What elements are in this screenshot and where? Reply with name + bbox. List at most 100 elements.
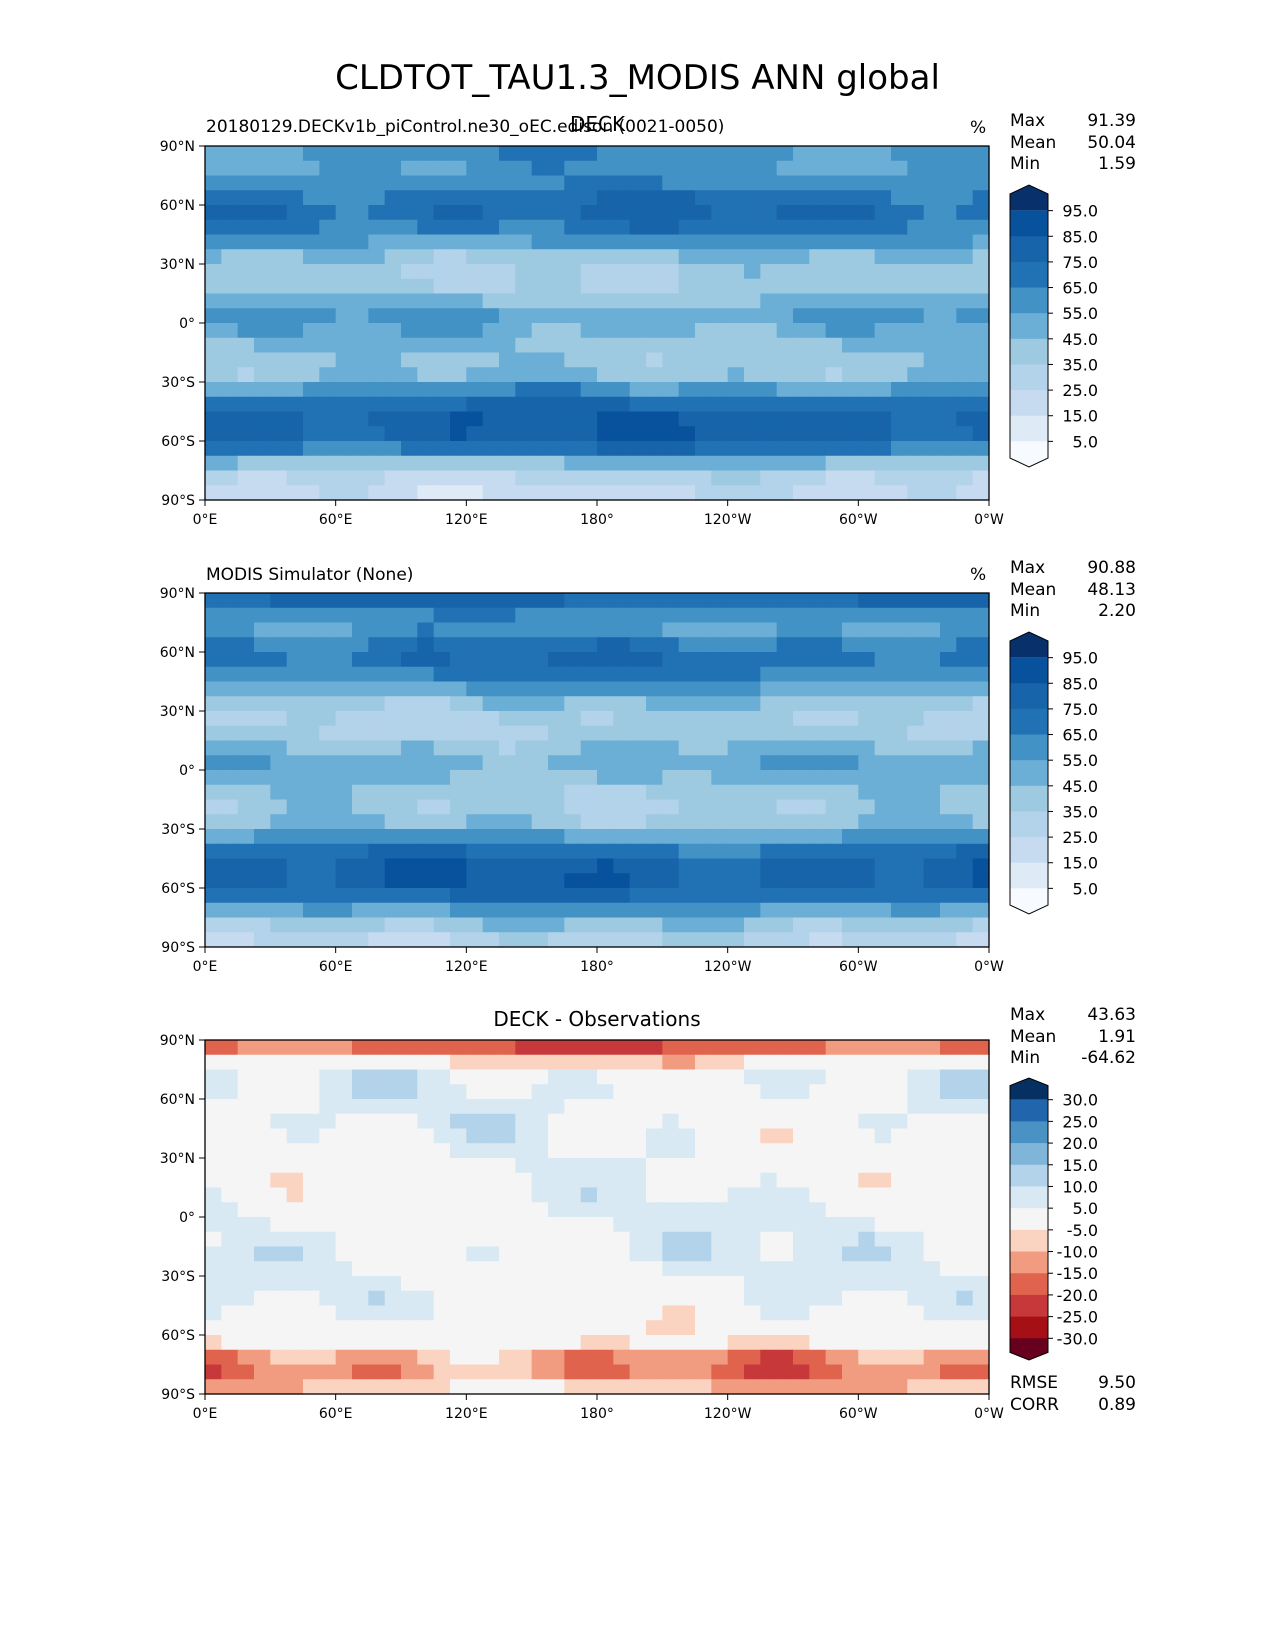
grid-cell bbox=[793, 858, 810, 874]
grid-cell bbox=[891, 622, 908, 638]
grid-cell bbox=[662, 1335, 680, 1351]
colorbar-segment bbox=[1010, 785, 1048, 812]
grid-cell bbox=[433, 411, 451, 427]
grid-cell bbox=[891, 770, 908, 786]
grid-cell bbox=[744, 249, 761, 265]
grid-cell bbox=[940, 755, 957, 771]
grid-cell bbox=[286, 485, 304, 501]
grid-cell bbox=[221, 1143, 239, 1159]
grid-cell bbox=[678, 367, 696, 383]
grid-cell bbox=[286, 1158, 304, 1174]
grid-cell bbox=[286, 1217, 304, 1233]
grid-cell bbox=[956, 264, 974, 280]
grid-cell bbox=[254, 637, 271, 653]
grid-cell bbox=[776, 1217, 794, 1233]
grid-cell bbox=[776, 1187, 794, 1203]
grid-cell bbox=[450, 607, 467, 624]
grid-cell bbox=[760, 1379, 778, 1395]
grid-cell bbox=[842, 755, 859, 771]
grid-cell bbox=[515, 175, 533, 191]
grid-cell bbox=[368, 1099, 386, 1115]
grid-cell bbox=[842, 843, 859, 860]
grid-cell bbox=[368, 814, 386, 830]
grid-cell bbox=[368, 1290, 386, 1307]
grid-cell bbox=[923, 799, 941, 815]
grid-cell bbox=[842, 1040, 859, 1056]
grid-cell bbox=[711, 146, 729, 162]
grid-cell bbox=[319, 607, 337, 624]
colorbar-segment bbox=[1010, 415, 1048, 442]
grid-cell bbox=[531, 607, 549, 624]
grid-cell bbox=[237, 1276, 255, 1292]
grid-cell bbox=[907, 146, 925, 162]
grid-cell bbox=[940, 902, 957, 919]
grid-cell bbox=[646, 902, 663, 919]
grid-cell bbox=[515, 784, 533, 801]
grid-cell bbox=[842, 249, 859, 265]
grid-cell bbox=[874, 1290, 892, 1307]
grid-cell bbox=[711, 770, 729, 786]
grid-cell bbox=[793, 219, 810, 236]
x-tick-label: 180° bbox=[580, 959, 614, 975]
grid-cell bbox=[695, 146, 712, 162]
grid-cell bbox=[205, 293, 222, 309]
grid-cell bbox=[384, 175, 402, 191]
grid-cell bbox=[858, 1246, 876, 1262]
grid-cell bbox=[613, 337, 631, 354]
grid-cell bbox=[597, 696, 614, 712]
grid-cell bbox=[907, 770, 925, 786]
grid-cell bbox=[580, 1202, 598, 1218]
grid-cell bbox=[237, 1231, 255, 1248]
grid-cell bbox=[352, 293, 369, 309]
grid-cell bbox=[678, 470, 696, 486]
grid-cell bbox=[548, 308, 565, 324]
grid-cell bbox=[842, 666, 859, 683]
grid-cell bbox=[499, 1099, 516, 1115]
grid-cell bbox=[384, 799, 402, 815]
grid-cell bbox=[809, 843, 827, 860]
grid-cell bbox=[776, 205, 794, 221]
grid-cell bbox=[384, 219, 402, 236]
grid-cell bbox=[613, 190, 631, 206]
grid-cell bbox=[319, 1054, 337, 1071]
grid-cell bbox=[646, 308, 663, 324]
grid-cell bbox=[417, 1305, 435, 1321]
grid-cell bbox=[760, 411, 778, 427]
grid-cell bbox=[923, 219, 941, 236]
grid-cell bbox=[417, 382, 435, 398]
grid-cell bbox=[352, 858, 369, 874]
grid-cell bbox=[662, 799, 680, 815]
grid-cell bbox=[335, 1335, 353, 1351]
grid-cell bbox=[956, 1320, 974, 1336]
x-tick-label: 180° bbox=[580, 1406, 614, 1422]
grid-cell bbox=[401, 1364, 418, 1380]
grid-cell bbox=[499, 264, 516, 280]
grid-cell bbox=[858, 829, 876, 845]
grid-cell bbox=[907, 1187, 925, 1203]
grid-cell bbox=[352, 1379, 369, 1395]
grid-cell bbox=[662, 1040, 680, 1056]
grid-cell bbox=[744, 902, 761, 919]
grid-cell bbox=[727, 1217, 745, 1233]
grid-cell bbox=[613, 1261, 631, 1277]
grid-cell bbox=[352, 323, 369, 339]
grid-cell bbox=[842, 1113, 859, 1130]
grid-cell bbox=[711, 249, 729, 265]
grid-cell bbox=[335, 1202, 353, 1218]
grid-cell bbox=[662, 1320, 680, 1336]
grid-cell bbox=[972, 455, 990, 472]
grid-cell bbox=[450, 1158, 467, 1174]
grid-cell bbox=[809, 455, 827, 472]
grid-cell bbox=[352, 382, 369, 398]
grid-cell bbox=[956, 426, 974, 442]
map-panel-3 bbox=[205, 1040, 990, 1395]
grid-cell bbox=[842, 696, 859, 712]
grid-cell bbox=[270, 740, 288, 756]
grid-cell bbox=[842, 308, 859, 324]
grid-cell bbox=[597, 160, 614, 177]
grid-cell bbox=[417, 1069, 435, 1085]
grid-cell bbox=[221, 175, 239, 191]
grid-cell bbox=[629, 829, 647, 845]
grid-cell bbox=[760, 770, 778, 786]
grid-cell bbox=[858, 323, 876, 339]
